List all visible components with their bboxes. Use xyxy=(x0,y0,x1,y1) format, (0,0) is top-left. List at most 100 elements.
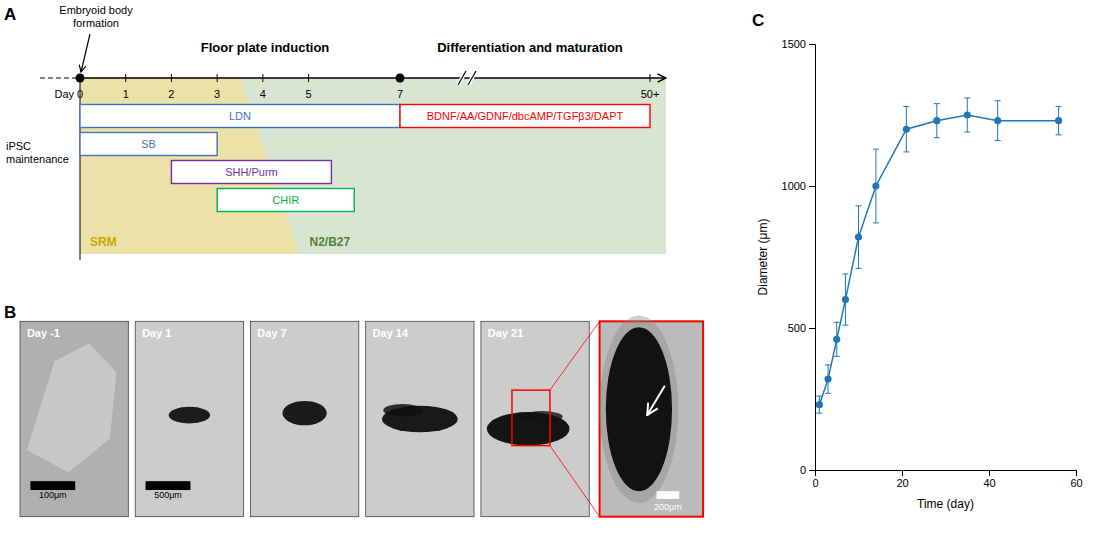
treatment-label: CHIR xyxy=(272,194,299,206)
x-axis: 0 20 40 60 xyxy=(812,470,1082,489)
treatment-box xyxy=(217,189,354,212)
treatment-box xyxy=(400,105,650,128)
error-cap xyxy=(995,140,1001,141)
panel-b: BDay -1100μmDay 1500μmDay 7Day 14Day 212… xyxy=(4,303,703,517)
error-cap xyxy=(825,393,831,394)
image-panel: Day 1 500μm xyxy=(135,321,243,516)
zoom-region xyxy=(512,390,550,446)
x-axis-title: Time (day) xyxy=(917,497,974,511)
zoom-connector xyxy=(550,321,600,390)
treatment-label: SHH/Purm xyxy=(225,166,278,178)
phase-label: Differentiation and maturation xyxy=(437,40,623,55)
x-tick-mark xyxy=(1076,470,1077,476)
annotation-line: iPSC xyxy=(6,140,31,152)
x-axis-line xyxy=(816,471,1077,477)
panel-title: A xyxy=(4,5,16,24)
data-point xyxy=(1055,117,1062,124)
data-point xyxy=(855,234,862,241)
image-frame xyxy=(250,321,358,516)
x-tick-label: 60 xyxy=(1070,477,1082,489)
scale-bar-label: 500μm xyxy=(154,490,182,500)
treatment-label: SB xyxy=(141,138,156,150)
treatment-box xyxy=(80,133,217,156)
y-axis-line xyxy=(809,45,816,471)
organoid xyxy=(169,407,210,424)
day-tick-label: 5 xyxy=(306,88,312,100)
day-tick-label: 3 xyxy=(214,88,220,100)
x-tick-label: 20 xyxy=(896,477,908,489)
y-tick: 1500 xyxy=(782,38,815,50)
image-frame xyxy=(366,321,474,516)
axis-break-erase xyxy=(458,71,466,85)
scale-bar-label: 200μm xyxy=(654,502,682,512)
day-tick xyxy=(650,74,651,82)
panel-title: C xyxy=(752,11,764,30)
image-panel: Day 21 xyxy=(481,321,589,516)
zoom-panel: 200μm xyxy=(600,315,704,516)
error-cap xyxy=(1056,134,1062,135)
y-tick-label: 0 xyxy=(800,464,806,476)
day-axis-label: Day xyxy=(54,88,74,100)
zoom-connector xyxy=(550,446,600,517)
data-point xyxy=(816,401,823,408)
image-day-label: Day 1 xyxy=(142,327,171,339)
timeline-before xyxy=(40,77,80,78)
error-cap xyxy=(873,149,879,150)
day-tick xyxy=(171,74,172,82)
x-tick-mark xyxy=(989,470,990,476)
error-cap xyxy=(873,222,879,223)
day-tick-label: 1 xyxy=(123,88,129,100)
figure: SRMN2/B27A012345750+DayEmbryoid bodyform… xyxy=(0,0,1096,534)
data-point xyxy=(824,376,831,383)
organoid xyxy=(606,327,672,491)
zoom-arrow xyxy=(647,386,665,415)
y-tick: 500 xyxy=(788,322,815,334)
data-point xyxy=(964,111,971,118)
annotation: iPSCmaintenance xyxy=(6,140,69,165)
organoid xyxy=(283,401,327,425)
axis-break xyxy=(458,71,466,85)
image-frame xyxy=(135,321,243,516)
plot-area xyxy=(816,98,1062,413)
x-tick: 40 xyxy=(983,470,995,489)
data-point xyxy=(933,117,940,124)
organoid-fringe xyxy=(600,315,679,503)
media-label: SRM xyxy=(90,235,117,249)
y-axis: 0 500 1000 1500 xyxy=(782,38,816,476)
image-day-label: Day 7 xyxy=(257,327,286,339)
x-tick-label: 0 xyxy=(812,477,818,489)
day-tick xyxy=(308,74,309,82)
error-cap xyxy=(834,322,840,323)
scale-bar-label: 100μm xyxy=(39,490,67,500)
x-tick: 0 xyxy=(812,470,818,489)
day-axis: 012345750+Day xyxy=(54,74,659,100)
annotation-line: formation xyxy=(73,17,119,29)
image-day-label: Day 14 xyxy=(373,327,409,339)
error-cap xyxy=(842,274,848,275)
image-day-label: Day -1 xyxy=(27,327,60,339)
error-cap xyxy=(964,97,970,98)
error-cap xyxy=(995,100,1001,101)
y-tick-mark xyxy=(809,186,815,187)
y-tick: 1000 xyxy=(782,180,815,192)
annotation-line: Embryoid body xyxy=(59,4,133,16)
day-tick-label: 50+ xyxy=(641,88,660,100)
error-cap xyxy=(856,205,862,206)
image-day-label: Day 21 xyxy=(488,327,523,339)
error-cap xyxy=(934,137,940,138)
annotation-line: maintenance xyxy=(6,153,69,165)
error-cap xyxy=(825,364,831,365)
error-cap xyxy=(903,106,909,107)
image-frame xyxy=(20,321,128,516)
media-regions xyxy=(80,78,666,254)
data-point xyxy=(903,126,910,133)
x-tick: 20 xyxy=(896,470,908,489)
cell-colony xyxy=(27,344,117,473)
error-cap xyxy=(934,103,940,104)
y-tick-mark xyxy=(809,44,815,45)
annotation-arrow xyxy=(81,34,90,72)
media-label: N2/B27 xyxy=(310,235,351,249)
scale-bar xyxy=(657,491,680,499)
data-point xyxy=(994,117,1001,124)
error-cap xyxy=(842,325,848,326)
